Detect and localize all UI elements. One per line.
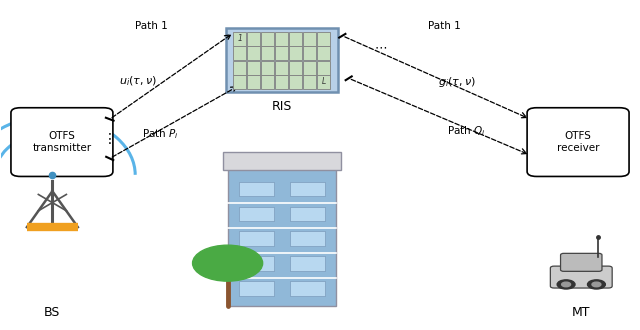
Text: Path 1: Path 1 [428, 21, 461, 31]
Text: $\vdots$: $\vdots$ [102, 131, 111, 146]
FancyBboxPatch shape [561, 253, 602, 271]
FancyBboxPatch shape [246, 61, 260, 75]
FancyBboxPatch shape [290, 207, 324, 221]
FancyBboxPatch shape [303, 75, 316, 89]
FancyBboxPatch shape [239, 207, 274, 221]
FancyBboxPatch shape [290, 182, 324, 196]
FancyBboxPatch shape [246, 32, 260, 46]
FancyBboxPatch shape [233, 61, 246, 75]
Text: BS: BS [44, 306, 61, 319]
FancyBboxPatch shape [290, 281, 324, 296]
Circle shape [588, 280, 605, 289]
FancyBboxPatch shape [289, 32, 302, 46]
Text: $u_i(\tau, \nu)$: $u_i(\tau, \nu)$ [120, 75, 157, 88]
FancyBboxPatch shape [289, 75, 302, 89]
Circle shape [592, 282, 601, 287]
Text: $g_i(\tau, \nu)$: $g_i(\tau, \nu)$ [438, 75, 476, 88]
FancyBboxPatch shape [303, 32, 316, 46]
FancyBboxPatch shape [11, 108, 113, 177]
Text: 1: 1 [237, 34, 242, 44]
FancyBboxPatch shape [317, 32, 330, 46]
FancyBboxPatch shape [233, 75, 246, 89]
FancyBboxPatch shape [527, 108, 629, 177]
FancyBboxPatch shape [275, 61, 288, 75]
FancyBboxPatch shape [290, 256, 324, 271]
Text: $\cdots$: $\cdots$ [374, 41, 387, 54]
Text: L: L [322, 77, 326, 86]
FancyBboxPatch shape [260, 32, 274, 46]
Text: Path $Q_i$: Path $Q_i$ [447, 124, 486, 138]
FancyBboxPatch shape [246, 75, 260, 89]
FancyBboxPatch shape [317, 47, 330, 60]
Text: OTFS
receiver: OTFS receiver [557, 131, 599, 153]
FancyBboxPatch shape [317, 61, 330, 75]
FancyBboxPatch shape [260, 47, 274, 60]
FancyBboxPatch shape [239, 182, 274, 196]
FancyBboxPatch shape [233, 32, 246, 46]
FancyBboxPatch shape [550, 266, 612, 288]
FancyBboxPatch shape [289, 61, 302, 75]
FancyBboxPatch shape [239, 256, 274, 271]
FancyBboxPatch shape [260, 75, 274, 89]
FancyBboxPatch shape [303, 61, 316, 75]
FancyBboxPatch shape [303, 47, 316, 60]
FancyBboxPatch shape [226, 28, 338, 92]
FancyBboxPatch shape [317, 75, 330, 89]
Text: Path 1: Path 1 [135, 21, 168, 31]
Text: OTFS
transmitter: OTFS transmitter [33, 131, 92, 153]
Text: RIS: RIS [271, 100, 292, 113]
Circle shape [562, 282, 570, 287]
FancyBboxPatch shape [239, 281, 274, 296]
FancyBboxPatch shape [246, 47, 260, 60]
Circle shape [557, 280, 575, 289]
Text: Path $P_i$: Path $P_i$ [142, 127, 179, 141]
FancyBboxPatch shape [275, 75, 288, 89]
FancyBboxPatch shape [290, 231, 324, 246]
FancyBboxPatch shape [275, 47, 288, 60]
Circle shape [193, 245, 262, 281]
FancyBboxPatch shape [260, 61, 274, 75]
FancyBboxPatch shape [223, 152, 341, 170]
FancyBboxPatch shape [239, 231, 274, 246]
FancyBboxPatch shape [275, 32, 288, 46]
FancyBboxPatch shape [233, 47, 246, 60]
FancyBboxPatch shape [289, 47, 302, 60]
FancyBboxPatch shape [228, 168, 336, 306]
Text: MT: MT [572, 306, 591, 319]
